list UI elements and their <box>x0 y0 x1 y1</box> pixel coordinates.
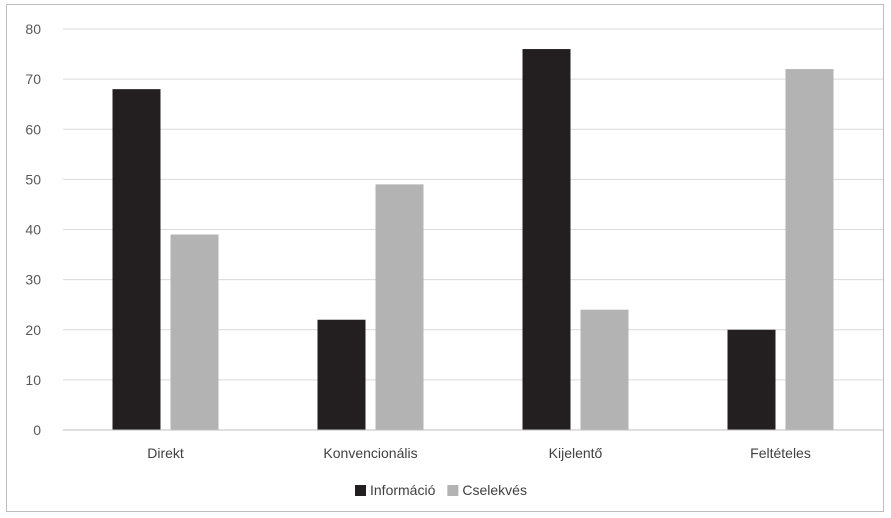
y-tick-label: 40 <box>25 222 41 238</box>
bar-informacio <box>727 329 776 430</box>
bar-cselekves <box>375 184 424 430</box>
bar-cselekves <box>580 309 629 430</box>
legend: Információ Cselekvés <box>355 482 527 498</box>
x-category-label: Konvencionális <box>323 445 417 461</box>
x-category-label: Kijelentő <box>549 445 603 461</box>
bars <box>112 49 834 431</box>
legend-label: Cselekvés <box>462 482 527 498</box>
y-tick-label: 80 <box>25 21 41 37</box>
y-tick-label: 70 <box>25 71 41 87</box>
y-tick-label: 60 <box>25 121 41 137</box>
bar-cselekves <box>170 234 219 430</box>
legend-swatch <box>355 485 366 496</box>
category-labels: Direkt Konvencionális Kijelentő Feltételes <box>147 445 811 461</box>
y-tick-label: 0 <box>33 422 41 438</box>
x-category-label: Direkt <box>147 445 184 461</box>
bar-cselekves <box>785 69 834 430</box>
y-tick-label: 50 <box>25 171 41 187</box>
y-axis-ticks: 0 10 20 30 40 50 60 70 80 <box>25 21 41 438</box>
y-tick-label: 30 <box>25 272 41 288</box>
y-tick-label: 20 <box>25 322 41 338</box>
y-tick-label: 10 <box>25 372 41 388</box>
x-category-label: Feltételes <box>750 445 811 461</box>
legend-label: Információ <box>370 482 436 498</box>
bar-informacio <box>317 319 366 430</box>
bar-informacio <box>112 89 161 431</box>
bar-chart: 0 10 20 30 40 50 60 70 80 Direkt Konvencionális Ki… <box>25 21 883 498</box>
chart-frame: 0 10 20 30 40 50 60 70 80 Direkt Konvencionális Ki… <box>6 4 884 512</box>
legend-swatch <box>447 485 459 496</box>
bar-informacio <box>522 49 571 431</box>
